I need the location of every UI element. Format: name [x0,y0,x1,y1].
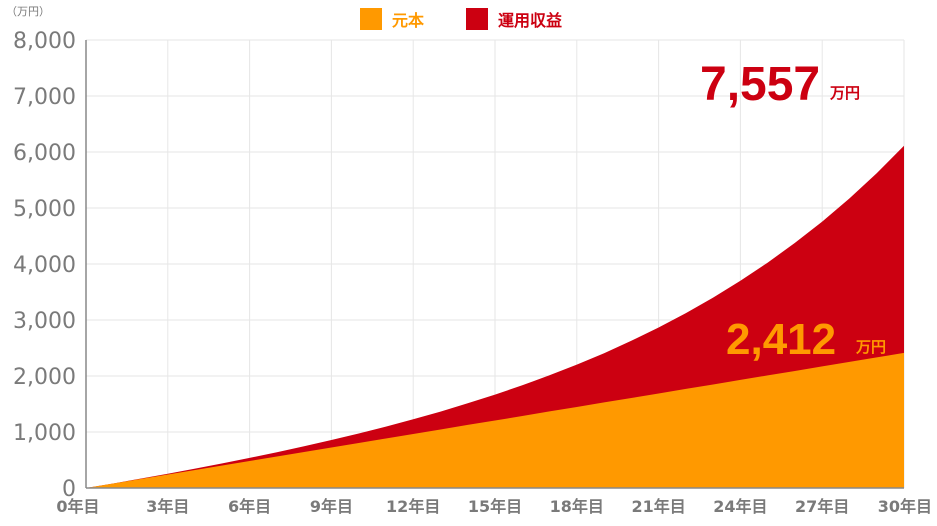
y-tick-label: 7,000 [13,85,76,110]
x-tick-label: 6年目 [228,497,271,516]
principal-value-unit: 万円 [855,338,886,356]
total-value-annotation: 7,557 [700,58,820,111]
x-tick-label: 0年目 [56,497,99,516]
x-tick-label: 18年目 [550,497,604,516]
y-tick-label: 6,000 [13,141,76,166]
x-tick-label: 15年目 [468,497,522,516]
y-tick-label: 1,000 [13,421,76,446]
legend-swatch-principal [360,8,382,30]
annotations: 7,557 万円 2,412 万円 [700,58,886,364]
legend-label-returns: 運用収益 [498,11,562,30]
y-tick-label: 5,000 [13,197,76,222]
y-tick-label: 0 [62,477,76,502]
axes [85,40,904,489]
legend-label-principal: 元本 [392,11,424,30]
legend-swatch-returns [466,8,488,30]
y-tick-label: 3,000 [13,309,76,334]
x-tick-label: 24年目 [713,497,767,516]
legend: 元本 運用収益 [360,8,562,30]
y-tick-label: 2,000 [13,365,76,390]
y-tick-label: 8,000 [13,29,76,54]
y-tick-label: 4,000 [13,253,76,278]
x-tick-label: 27年目 [795,497,849,516]
x-tick-label: 3年目 [146,497,189,516]
tick-labels: 0 1,000 2,000 3,000 4,000 5,000 6,000 7,000 8,00… [6,5,932,516]
x-tick-label: 30年目 [878,497,932,516]
chart-areas [86,145,904,489]
area-principal [86,352,904,488]
x-tick-label: 9年目 [310,497,353,516]
principal-value-annotation: 2,412 [726,315,836,364]
y-unit-label: （万円） [6,5,50,18]
x-tick-label: 12年目 [386,497,440,516]
total-value-unit: 万円 [829,84,860,102]
x-tick-label: 21年目 [631,497,685,516]
